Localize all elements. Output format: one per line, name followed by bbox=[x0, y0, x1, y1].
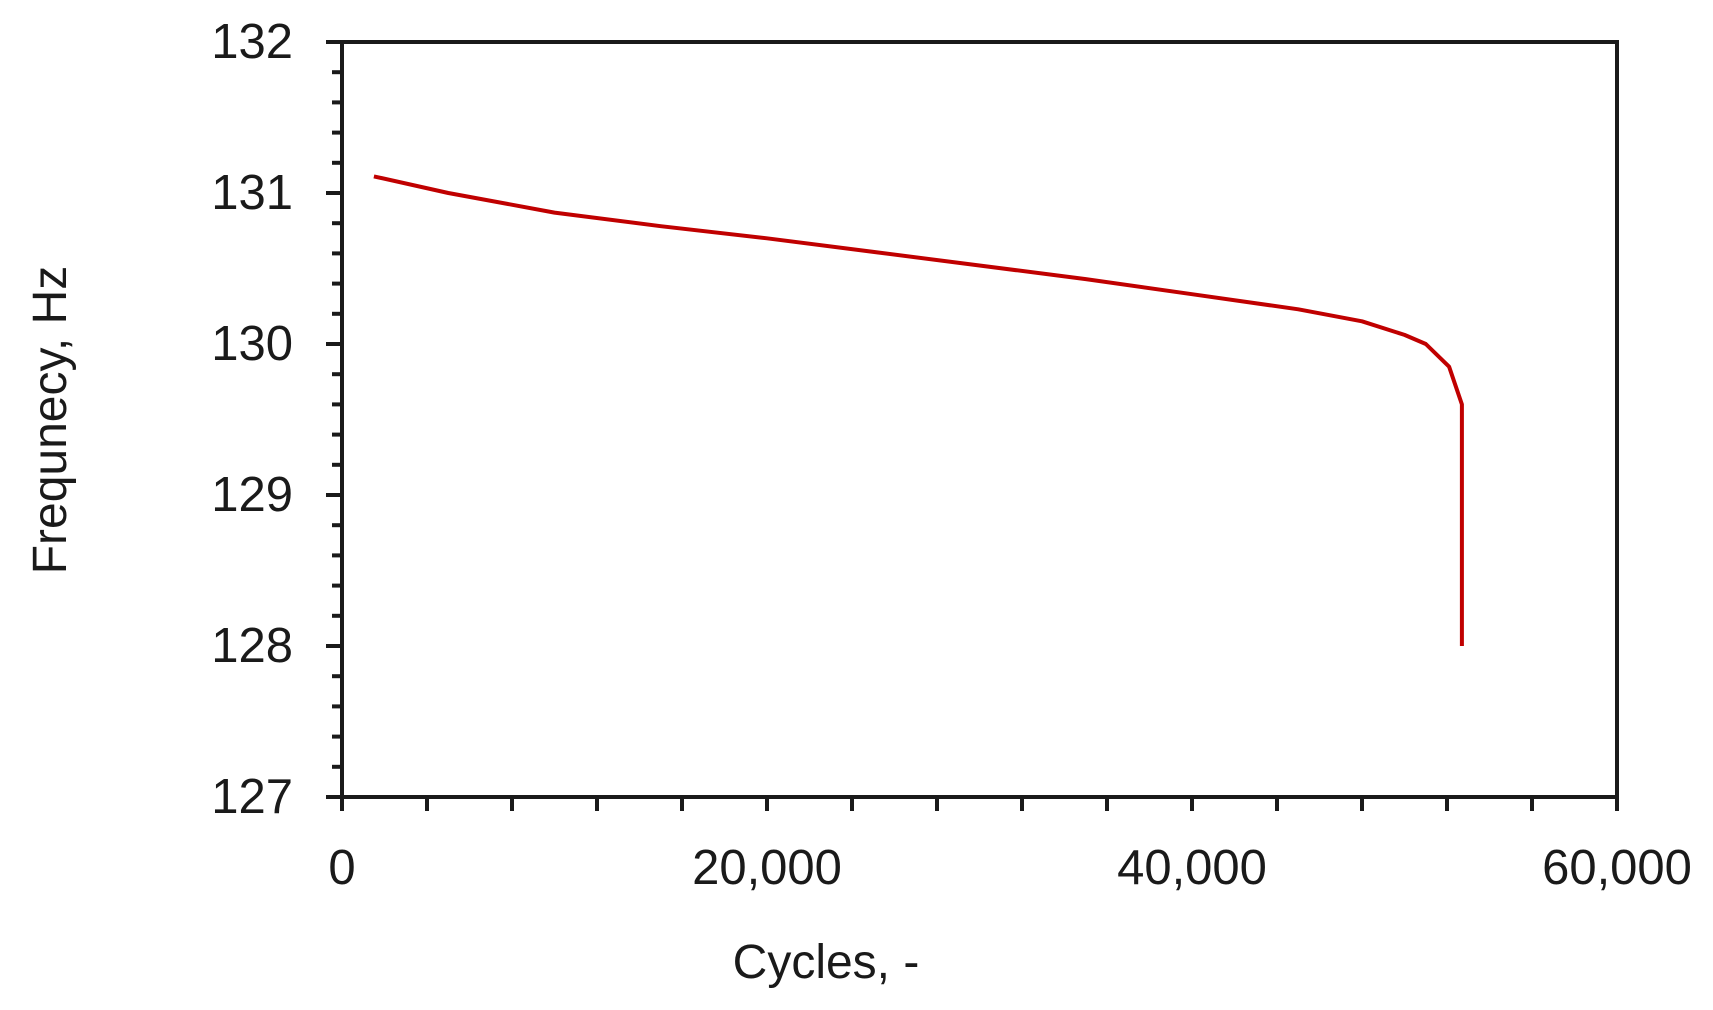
x-tick-labels: 0 20,000 40,000 60,000 bbox=[328, 841, 1692, 895]
series-group bbox=[373, 174, 1464, 646]
y-tick-label: 132 bbox=[211, 15, 293, 69]
y-tick-label: 127 bbox=[211, 770, 293, 824]
plot-frame bbox=[340, 40, 1619, 799]
x-axis-title: Cycles, - bbox=[733, 936, 920, 989]
y-tick-label: 131 bbox=[211, 166, 293, 220]
axis-ticks bbox=[326, 40, 1619, 811]
y-tick-label: 128 bbox=[211, 619, 293, 673]
y-axis-title: Frequnecy, Hz bbox=[24, 266, 77, 575]
y-tick-label: 129 bbox=[211, 468, 293, 522]
series-line bbox=[373, 174, 1464, 646]
x-tick-label: 20,000 bbox=[692, 841, 842, 895]
x-tick-label: 0 bbox=[328, 841, 355, 895]
y-tick-label: 130 bbox=[211, 317, 293, 371]
y-tick-labels: 127 128 129 130 131 132 bbox=[211, 15, 293, 824]
x-tick-label: 60,000 bbox=[1542, 841, 1692, 895]
x-tick-label: 40,000 bbox=[1117, 841, 1267, 895]
